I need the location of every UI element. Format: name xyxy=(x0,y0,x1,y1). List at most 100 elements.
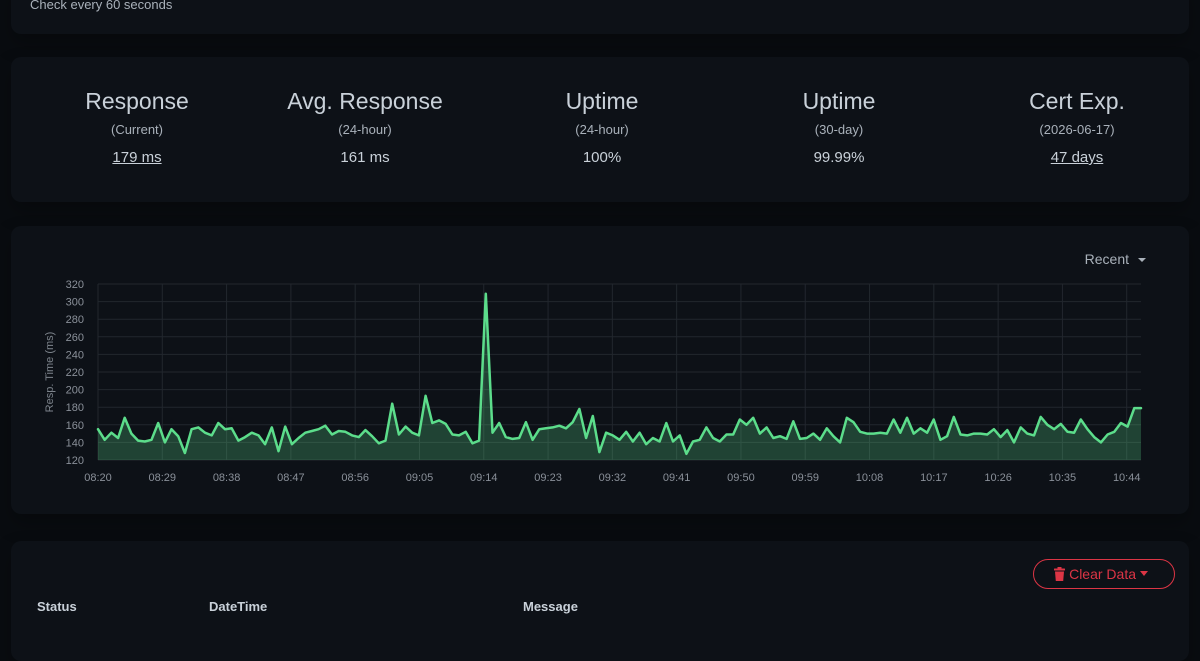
clear-data-button[interactable]: Clear Data xyxy=(1033,559,1175,589)
data-point xyxy=(124,417,126,419)
y-tick-label: 200 xyxy=(66,385,84,397)
data-point xyxy=(498,422,500,424)
caret-down-icon xyxy=(1140,570,1148,576)
data-point xyxy=(144,440,146,442)
data-point xyxy=(612,434,614,436)
data-point xyxy=(257,434,259,436)
data-point xyxy=(832,435,834,437)
data-point xyxy=(739,418,741,420)
data-point xyxy=(404,425,406,427)
data-point xyxy=(311,430,313,432)
x-tick-label: 08:47 xyxy=(277,472,305,484)
x-tick-label: 09:59 xyxy=(791,472,819,484)
y-tick-label: 240 xyxy=(66,349,84,361)
data-point xyxy=(1066,431,1068,433)
data-point xyxy=(458,434,460,436)
column-header-message: Message xyxy=(523,599,578,614)
data-point xyxy=(732,433,734,435)
x-tick-label: 08:56 xyxy=(341,472,369,484)
data-point xyxy=(973,432,975,434)
data-point xyxy=(371,435,373,437)
data-point xyxy=(137,439,139,441)
stat-title: Uptime xyxy=(565,88,639,114)
y-tick-label: 260 xyxy=(66,332,84,344)
data-point xyxy=(418,434,420,436)
stat-title: Uptime xyxy=(802,88,876,114)
y-axis-title: Resp. Time (ms) xyxy=(44,332,56,413)
stat-value-link[interactable]: 47 days xyxy=(1050,149,1104,166)
stat-value: 161 ms xyxy=(340,149,390,166)
data-point xyxy=(170,428,172,430)
data-point xyxy=(304,432,306,434)
y-tick-label: 180 xyxy=(66,402,84,414)
data-point xyxy=(511,438,513,440)
data-point xyxy=(986,433,988,435)
data-point xyxy=(966,434,968,436)
data-point xyxy=(679,434,681,436)
data-point xyxy=(284,425,286,427)
data-point xyxy=(565,427,567,429)
data-point xyxy=(445,423,447,425)
data-point xyxy=(478,439,480,441)
data-point xyxy=(324,425,326,427)
data-point xyxy=(331,433,333,435)
stats-card: Response (Current) 179 ms Avg. Response … xyxy=(11,57,1189,202)
response-chart-card: Recent 120 140 160 180 200 220 240 260 280 300 320… xyxy=(11,226,1189,514)
data-point xyxy=(150,439,152,441)
data-point xyxy=(471,442,473,444)
y-tick-label: 140 xyxy=(66,437,84,449)
data-point xyxy=(538,428,540,430)
data-point xyxy=(491,432,493,434)
x-tick-label: 09:50 xyxy=(727,472,755,484)
data-point xyxy=(117,437,119,439)
y-tick-label: 300 xyxy=(66,297,84,309)
data-point xyxy=(1073,432,1075,434)
data-point xyxy=(351,434,353,436)
data-point xyxy=(384,439,386,441)
stat-value-link[interactable]: 179 ms xyxy=(112,149,162,166)
data-point xyxy=(291,443,293,445)
data-point xyxy=(224,428,226,430)
stat-uptime-24h: Uptime (24-hour) 100% xyxy=(492,57,712,166)
monitor-info-card: Check every 60 seconds xyxy=(11,0,1189,34)
x-tick-label: 09:23 xyxy=(534,472,562,484)
data-point xyxy=(391,403,393,405)
data-point xyxy=(899,432,901,434)
data-point xyxy=(926,432,928,434)
x-tick-label: 10:44 xyxy=(1113,472,1141,484)
data-point xyxy=(866,432,868,434)
data-point xyxy=(197,426,199,428)
check-interval-text: Check every 60 seconds xyxy=(30,0,173,12)
data-point xyxy=(338,430,340,432)
x-tick-label: 08:38 xyxy=(213,472,241,484)
column-header-datetime: DateTime xyxy=(209,599,268,614)
x-tick-label: 09:05 xyxy=(406,472,434,484)
data-point xyxy=(906,417,908,419)
data-point xyxy=(1040,416,1042,418)
data-point xyxy=(317,428,319,430)
data-point xyxy=(785,438,787,440)
data-point xyxy=(485,293,487,295)
data-point xyxy=(217,422,219,424)
data-point xyxy=(451,433,453,435)
data-point xyxy=(97,428,99,430)
data-point xyxy=(1080,418,1082,420)
data-point xyxy=(585,437,587,439)
chart-period-dropdown[interactable]: Recent xyxy=(1085,251,1146,267)
chart-period-label: Recent xyxy=(1084,251,1129,267)
data-point xyxy=(531,439,533,441)
stat-title: Avg. Response xyxy=(287,88,443,114)
data-point xyxy=(933,418,935,420)
data-point xyxy=(939,439,941,441)
stat-subtitle: (24-hour) xyxy=(575,122,629,137)
data-point xyxy=(625,431,627,433)
stat-uptime-30d: Uptime (30-day) 99.99% xyxy=(729,57,949,166)
data-point xyxy=(130,432,132,434)
stat-value: 99.99% xyxy=(813,149,865,166)
data-point xyxy=(1046,424,1048,426)
data-point xyxy=(1106,433,1108,435)
data-point xyxy=(518,437,520,439)
data-point xyxy=(959,433,961,435)
data-point xyxy=(598,451,600,453)
data-point xyxy=(438,419,440,421)
